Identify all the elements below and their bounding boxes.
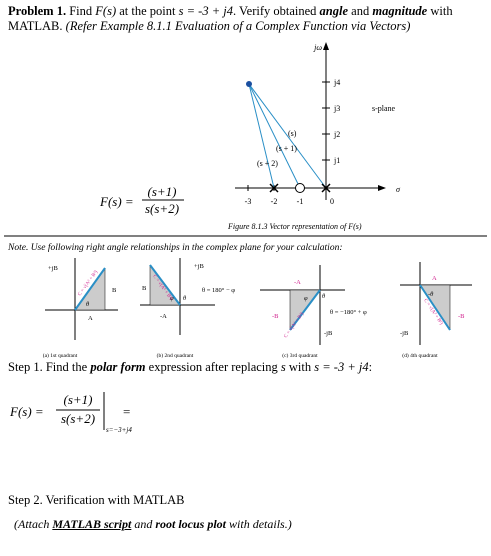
text: . Verify obtained — [232, 4, 320, 18]
text: root locus plot — [155, 517, 227, 531]
text: s — [280, 360, 286, 374]
problem-label: Problem 1. — [8, 4, 67, 18]
label: -B — [458, 313, 465, 320]
label: θ — [322, 293, 326, 300]
text: : — [368, 360, 373, 374]
label: B — [142, 285, 147, 292]
label: (s + 1) — [276, 144, 297, 153]
denominator: s(s+2) — [145, 201, 179, 216]
label: +jB — [48, 265, 58, 272]
tick: -1 — [297, 197, 304, 206]
text: magnitude — [372, 4, 428, 18]
label: -jB — [324, 330, 333, 337]
tick: j4 — [333, 78, 340, 87]
subscript: s=−3+j4 — [106, 426, 132, 434]
lhs: F(s) = — [9, 404, 44, 419]
label: (s) — [288, 129, 297, 138]
denominator: s(s+2) — [61, 411, 95, 426]
tick: 0 — [330, 197, 334, 206]
caption: (d) 4th quadrant — [402, 352, 438, 359]
label: θ = 180° − φ — [202, 287, 235, 294]
text: s = -3 + j4 — [314, 360, 369, 374]
label: -A — [294, 279, 301, 286]
label: jω — [313, 43, 322, 52]
text: MATLAB script — [52, 517, 132, 531]
text: and — [348, 4, 373, 18]
text: at the point — [116, 4, 179, 18]
step1: Step 1. Find the polar form expression a… — [8, 360, 372, 375]
text: Step 1. — [8, 360, 43, 374]
caption: (c) 3rd quadrant — [282, 352, 318, 359]
tick: j2 — [333, 130, 340, 139]
tick: j1 — [333, 156, 340, 165]
label: -θ — [428, 291, 434, 298]
label: B — [112, 287, 117, 294]
text: expression after replacing — [145, 360, 281, 374]
note: Note. Use following right angle relation… — [7, 242, 343, 253]
text: Find — [66, 4, 96, 18]
label: θ = −180° + φ — [330, 309, 367, 316]
label: θ — [183, 295, 187, 302]
label: (s + 2) — [257, 159, 278, 168]
tick: j3 — [333, 104, 340, 113]
label: +jB — [194, 263, 204, 270]
text: with MATLAB. — [8, 4, 453, 33]
step2: Step 2. Verification with MATLAB — [8, 493, 185, 507]
tick: -2 — [271, 197, 278, 206]
step1-formula: F(s) = (s+1) s(s+2) s=−3+j4 = — [9, 392, 132, 434]
label: A — [432, 275, 437, 282]
text: angle — [319, 4, 349, 18]
text: polar form — [90, 360, 146, 374]
caption: (b) 2nd quadrant — [157, 352, 194, 359]
text: F(s) — [95, 4, 117, 18]
text: and — [131, 517, 156, 531]
numerator: (s+1) — [148, 184, 177, 199]
numerator: (s+1) — [64, 392, 93, 407]
problem: Problem 1. Find F(s) at the point s = -3… — [8, 4, 488, 34]
label: σ — [396, 185, 401, 194]
text: (Refer Example 8.1.1 Evaluation of a Com… — [65, 19, 411, 33]
text: s = -3 + j4 — [178, 4, 233, 18]
equation: F(s) = (s+1) s(s+2) — [99, 184, 184, 216]
text: with details.) — [226, 517, 292, 531]
zero-marker — [295, 183, 305, 193]
caption: (a) 1st quadrant — [43, 352, 78, 359]
text: Find the — [42, 360, 91, 374]
label: A — [88, 315, 93, 322]
label: -A — [160, 313, 167, 320]
label: s-plane — [372, 104, 396, 113]
label: -jB — [400, 330, 409, 337]
label: -B — [272, 313, 279, 320]
text: (Attach — [14, 517, 53, 531]
lhs: F(s) = — [99, 194, 134, 209]
label: φ — [304, 295, 308, 302]
tick: -3 — [245, 197, 252, 206]
attach: (Attach MATLAB script and root locus plo… — [14, 517, 292, 532]
s-plane-figure: jω j4 j3 j2 j1 s-plane -3 -2 -1 0 σ (s) … — [227, 42, 401, 231]
label: θ — [86, 301, 90, 308]
quadrants: +jB B A θ C = √(A² + B²) (a) 1st quadran… — [43, 258, 472, 359]
caption: Figure 8.1.3 Vector representation of F(… — [227, 222, 362, 231]
point — [246, 81, 252, 87]
arrow — [378, 185, 386, 191]
arrow — [323, 42, 329, 50]
text: with — [285, 360, 315, 374]
label: φ — [170, 295, 174, 302]
equals: = — [123, 404, 130, 419]
